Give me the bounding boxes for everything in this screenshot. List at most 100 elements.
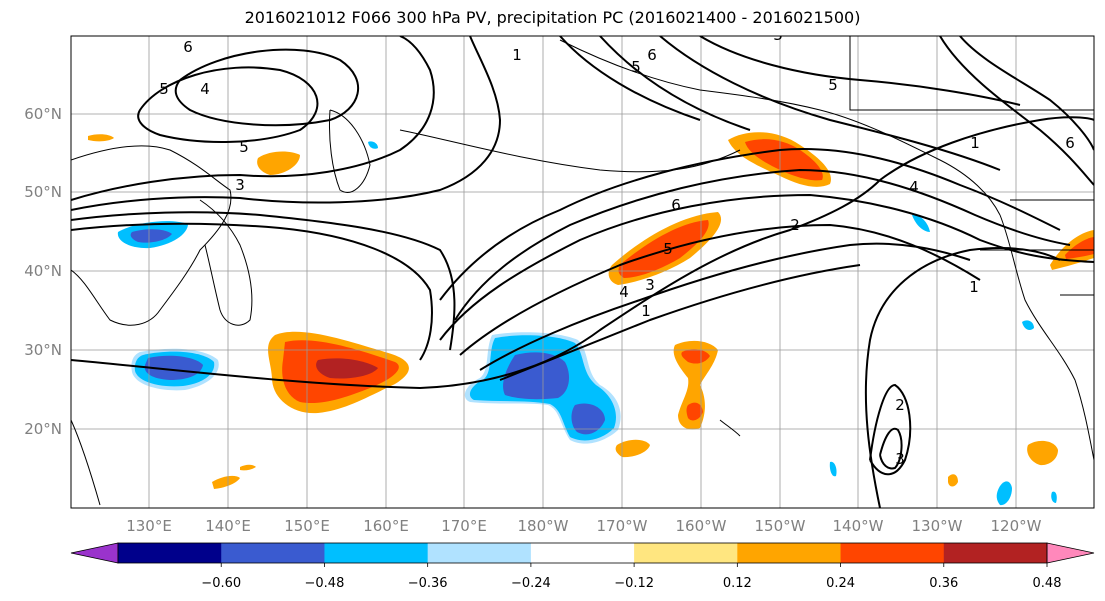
contour-value-label: 6 xyxy=(183,38,193,56)
contour-value-label: 5 xyxy=(828,76,838,94)
coastline-kamchatka xyxy=(329,109,371,193)
contour-value-label: 5 xyxy=(159,80,169,98)
coastline-aleutians xyxy=(399,129,741,173)
pv-contour-line xyxy=(459,223,981,356)
coastline-hawaii xyxy=(719,419,741,437)
colorbar: −0.60 −0.48 −0.36 −0.24 −0.12 0.12 0.24 0.36 0.4… xyxy=(70,542,1095,591)
pv-contour-line xyxy=(439,193,1094,341)
state-borders xyxy=(849,36,1094,296)
pv-contour-line xyxy=(439,148,1061,301)
contour-value-label: 5 xyxy=(663,240,673,258)
precip-anomaly-positive xyxy=(1065,237,1094,259)
contour-value-label: 6 xyxy=(647,46,657,64)
colorbar-segment xyxy=(221,543,325,563)
colorbar-outline xyxy=(117,542,1048,564)
pv-contour-line xyxy=(559,36,701,121)
precip-anomaly-negative xyxy=(503,352,570,400)
colorbar-tick-label: 0.12 xyxy=(723,576,752,591)
pv-contour-line xyxy=(499,264,861,381)
pv-contour-line xyxy=(659,36,1001,171)
lon-tick-label: 170°W xyxy=(597,517,648,535)
chart-title: 2016021012 F066 300 hPa PV, precipitatio… xyxy=(244,8,861,27)
precip-anomaly-negative xyxy=(996,481,1012,506)
precip-anomaly-negative xyxy=(912,214,930,232)
precip-anomaly-positive xyxy=(212,475,240,489)
pv-contour-line xyxy=(71,36,502,211)
lat-tick-label: 40°N xyxy=(24,262,62,280)
precip-anomaly-negative xyxy=(368,141,378,149)
pv-contour-line xyxy=(869,383,912,476)
contour-value-label: 2 xyxy=(895,396,905,414)
colorbar-extend-low xyxy=(70,542,119,564)
lon-tick-label: 140°E xyxy=(205,517,251,535)
colorbar-segment xyxy=(737,543,842,563)
colorbar-segment xyxy=(840,543,945,563)
contour-value-label: 4 xyxy=(619,283,629,301)
precip-anomaly-positive xyxy=(948,474,958,487)
colorbar-tick-label: −0.60 xyxy=(201,576,241,591)
colorbar-tick-label: −0.24 xyxy=(511,576,551,591)
precip-anomaly-positive xyxy=(615,439,650,458)
colorbar-tick-label: −0.12 xyxy=(614,576,654,591)
precip-anomaly-positive xyxy=(681,349,710,364)
lon-tick-label: 170°E xyxy=(441,517,487,535)
precip-anomaly-negative xyxy=(571,403,605,435)
lon-tick-label: 160°E xyxy=(363,517,409,535)
contour-value-label: 5 xyxy=(239,138,249,156)
colorbar-segment xyxy=(943,543,1048,563)
pv-contour-line xyxy=(454,168,1071,321)
coastline-asia xyxy=(71,145,232,326)
pv-contour-line xyxy=(599,36,751,131)
coastline-north-america xyxy=(999,214,1094,461)
contour-value-label: 5 xyxy=(631,58,641,76)
precip-anomaly-negative xyxy=(1022,320,1034,330)
colorbar-tick-label: 0.36 xyxy=(929,576,958,591)
colorbar-tick-label: −0.36 xyxy=(408,576,448,591)
pv-contour-line xyxy=(479,242,971,371)
contour-value-label: 6 xyxy=(671,196,681,214)
contour-value-label: 2 xyxy=(790,216,800,234)
precip-anomaly-positive xyxy=(673,340,718,430)
pv-contour-line xyxy=(174,48,360,127)
lon-tick-label: 130°E xyxy=(126,517,172,535)
colorbar-tick-label: −0.48 xyxy=(305,576,345,591)
colorbar-tick-label: 0.48 xyxy=(1033,576,1062,591)
lon-tick-label: 150°W xyxy=(755,517,806,535)
pv-contour-line xyxy=(879,427,903,470)
pv-contour-line xyxy=(71,116,1094,390)
precip-anomaly-positive xyxy=(316,358,378,379)
contour-value-label: 6 xyxy=(1065,134,1075,152)
lon-tick-label: 180°W xyxy=(518,517,569,535)
precip-anomaly-negative xyxy=(130,229,172,243)
lat-tick-label: 60°N xyxy=(24,105,62,123)
contour-value-label: 1 xyxy=(969,278,979,296)
lon-tick-label: 130°W xyxy=(912,517,963,535)
colorbar-extend-high xyxy=(1046,542,1095,564)
precip-anomaly-positive xyxy=(1027,440,1058,466)
precip-anomaly-positive xyxy=(88,134,114,142)
pv-contours xyxy=(71,36,1094,508)
lat-tick-label: 50°N xyxy=(24,183,62,201)
coastline-philippines xyxy=(71,419,101,506)
colorbar-segment xyxy=(530,543,635,563)
contour-value-label: 3 xyxy=(895,450,905,468)
longitude-labels: 130°E 140°E 150°E 160°E 170°E 180°W 170°W 160°W… xyxy=(126,517,1041,535)
pv-contour-line xyxy=(864,247,1061,508)
graticule xyxy=(71,36,1094,508)
contour-value-label: 4 xyxy=(909,178,919,196)
lon-tick-label: 160°W xyxy=(676,517,727,535)
contour-value-label: 1 xyxy=(970,134,980,152)
precip-anomaly-positive xyxy=(240,464,256,471)
contour-value-label: 3 xyxy=(235,176,245,194)
latitude-labels: 60°N 50°N 40°N 30°N 20°N xyxy=(24,105,62,438)
pv-contour-line xyxy=(699,36,1021,106)
colorbar-segment xyxy=(634,543,738,563)
colorbar-segment xyxy=(427,543,532,563)
pv-contour-line xyxy=(71,222,433,361)
lon-tick-label: 140°W xyxy=(833,517,884,535)
pv-contour-line xyxy=(71,36,435,201)
coastline-japan xyxy=(199,199,253,326)
precip-anomaly-positive xyxy=(686,402,703,421)
